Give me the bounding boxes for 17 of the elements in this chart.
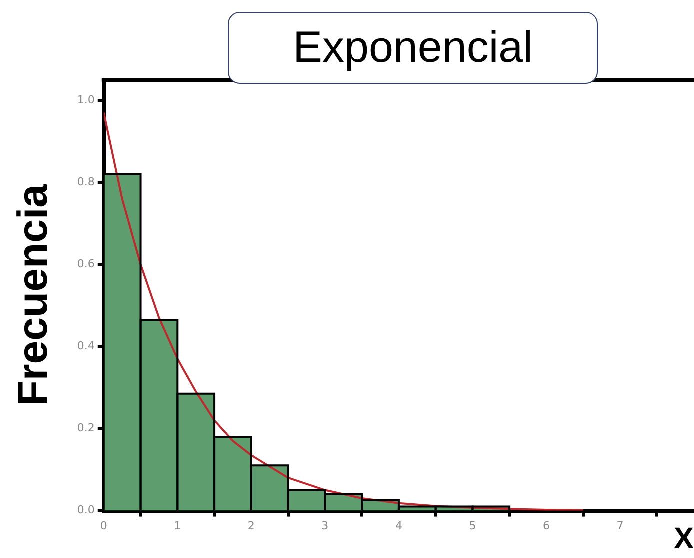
y-axis-title: Frecuencia	[8, 184, 56, 406]
y-tick-label: 0.0	[77, 504, 95, 517]
x-tick-label: 0	[100, 519, 108, 532]
x-tick-label: 7	[616, 519, 624, 532]
chart-title: Exponencial	[228, 12, 598, 84]
y-tick-label: 0.6	[77, 257, 95, 270]
y-tick-label: 0.8	[77, 175, 95, 188]
x-tick-label: 5	[469, 519, 476, 532]
y-tick-label: 0.2	[77, 422, 95, 435]
x-axis-title: X	[674, 522, 694, 556]
y-tick-label: 1.0	[77, 93, 95, 106]
x-tick-label: 1	[174, 519, 182, 532]
x-tick-label: 4	[395, 519, 402, 532]
y-tick-label: 0.4	[77, 340, 95, 353]
x-tick-label: 2	[248, 519, 255, 532]
x-tick-label: 3	[322, 519, 329, 532]
x-tick-label: 6	[542, 519, 550, 532]
